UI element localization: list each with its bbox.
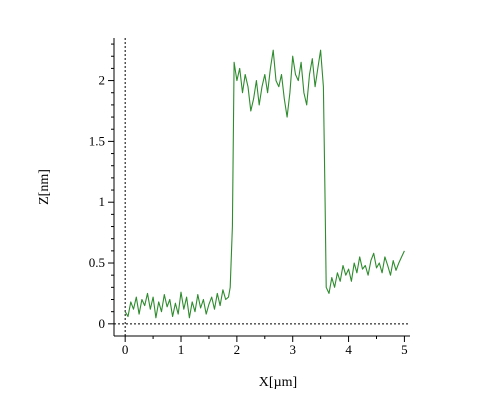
ticks: 0 1 2 3 4 5 0 0.5 1 1.5 2	[89, 43, 408, 357]
series	[124, 49, 405, 319]
x-tick-label: 5	[401, 342, 408, 357]
x-tick-label: 0	[122, 342, 129, 357]
y-tick-label: 1.5	[89, 133, 105, 148]
x-tick-label: 3	[289, 342, 296, 357]
profile-series-line	[124, 49, 405, 319]
reference-lines	[114, 38, 410, 336]
x-tick-label: 4	[345, 342, 352, 357]
x-tick-label: 1	[178, 342, 185, 357]
x-axis-title: X[µm]	[259, 375, 297, 390]
x-tick-label: 2	[234, 342, 241, 357]
y-axis-title: Z[nm]	[37, 169, 52, 205]
y-tick-label: 2	[99, 73, 106, 88]
y-tick-label: 0	[99, 316, 106, 331]
y-tick-label: 1	[99, 194, 106, 209]
axes	[113, 38, 410, 337]
y-tick-label: 0.5	[89, 255, 105, 270]
